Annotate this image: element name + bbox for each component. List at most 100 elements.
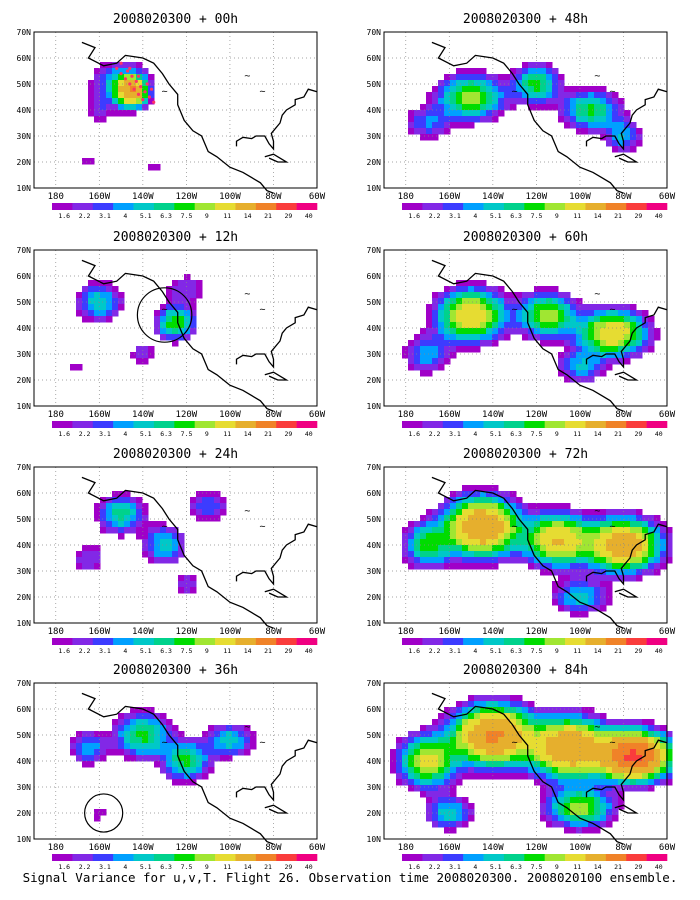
heatmap-cell: [600, 539, 607, 546]
heatmap-cell: [606, 533, 613, 540]
heatmap-cell: [438, 821, 445, 828]
lon-tick-label: 60W: [309, 843, 326, 853]
heatmap-cell: [76, 364, 83, 371]
heatmap-cell: [522, 328, 529, 335]
heatmap-cell: [106, 737, 113, 744]
colorbar-label: 2.2: [79, 212, 91, 220]
colorbar-label: 6.3: [510, 430, 522, 438]
heatmap-cell: [480, 310, 487, 317]
heatmap-cell: [420, 334, 427, 341]
heatmap-cell: [172, 737, 179, 744]
heatmap-cell: [444, 358, 451, 365]
heatmap-cell: [468, 737, 475, 744]
heatmap-cell: [142, 515, 149, 522]
heatmap-cell: [534, 557, 541, 564]
heatmap-cell: [498, 749, 505, 756]
heatmap-cell: [112, 62, 119, 69]
heatmap-cell: [136, 749, 143, 756]
heatmap-cell: [648, 346, 655, 353]
heatmap-cell: [468, 515, 475, 522]
heatmap-cell: [100, 68, 107, 75]
heatmap-cell: [618, 304, 625, 311]
heatmap-cell: [606, 551, 613, 558]
heatmap-cell: [88, 110, 95, 117]
heatmap-cell: [486, 545, 493, 552]
heatmap-cell: [600, 719, 607, 726]
heatmap-cell: [510, 491, 517, 498]
heatmap-cell: [570, 761, 577, 768]
colorbar-swatch: [605, 638, 627, 645]
heatmap-cell: [612, 527, 619, 534]
heatmap-cell: [486, 755, 493, 762]
heatmap-cell: [522, 62, 529, 69]
heatmap-cell: [100, 316, 107, 323]
heatmap-cell: [402, 545, 409, 552]
coastline: [614, 371, 639, 381]
heatmap-cell: [214, 755, 221, 762]
heatmap-cell: [178, 539, 185, 546]
heatmap-cell: [600, 599, 607, 606]
heatmap-cell: [648, 322, 655, 329]
heatmap-cell: [636, 773, 643, 780]
heatmap-cell: [570, 310, 577, 317]
heatmap-cell: [450, 797, 457, 804]
heatmap-cell: [88, 80, 95, 87]
heatmap-cell: [576, 533, 583, 540]
heatmap-cell: [540, 545, 547, 552]
heatmap-cell: [564, 86, 571, 93]
heatmap-cell: [444, 791, 451, 798]
heatmap-cell: [660, 773, 667, 780]
heatmap-cell: [588, 92, 595, 99]
heatmap-cell: [408, 749, 415, 756]
heatmap-cell: [88, 737, 95, 744]
heatmap-cell: [100, 749, 107, 756]
heatmap-cell: [540, 737, 547, 744]
heatmap-cell: [456, 761, 463, 768]
colorbar-swatch: [113, 854, 134, 861]
heatmap-cell: [468, 104, 475, 111]
colorbar-swatch: [463, 203, 484, 210]
heatmap-cell: [118, 92, 125, 99]
heatmap-cell: [570, 98, 577, 105]
heatmap-cell: [118, 298, 125, 305]
heatmap-cell: [492, 334, 499, 341]
heatmap-cell: [576, 605, 583, 612]
heatmap-cell: [480, 292, 487, 299]
heatmap-cell: [160, 737, 167, 744]
heatmap-cell: [612, 743, 619, 750]
heatmap-cell: [118, 110, 125, 117]
heatmap-cell: [450, 707, 457, 714]
heatmap-cell: [166, 551, 173, 558]
heatmap-cell: [570, 815, 577, 822]
heatmap-cell: [166, 755, 173, 762]
heatmap-cell: [618, 146, 625, 153]
heatmap-cell: [612, 310, 619, 317]
heatmap-cell: [76, 743, 83, 750]
lon-tick-label: 140W: [482, 410, 504, 420]
heatmap-cell: [456, 773, 463, 780]
heatmap-cell: [630, 509, 637, 516]
heatmap-cell: [112, 98, 119, 105]
heatmap-cell: [76, 731, 83, 738]
colorbar-label: 29: [635, 647, 643, 655]
heatmap-cell: [94, 280, 101, 287]
lon-tick-label: 60W: [659, 627, 676, 637]
heatmap-cell: [582, 128, 589, 135]
heatmap-cell: [588, 310, 595, 317]
heatmap-cell: [426, 334, 433, 341]
heatmap-cell: [112, 310, 119, 317]
heatmap-cell: [486, 743, 493, 750]
heatmap-cell: [420, 521, 427, 528]
heatmap-cell: [136, 497, 143, 504]
heatmap-cell: [624, 563, 631, 570]
heatmap-cell: [184, 773, 191, 780]
heatmap-cell: [570, 304, 577, 311]
heatmap-cell: [232, 731, 239, 738]
heatmap-cell: [474, 98, 481, 105]
coastline: [614, 588, 639, 598]
heatmap-cell: [106, 304, 113, 311]
heatmap-cell: [142, 743, 149, 750]
heatmap-cell: [570, 737, 577, 744]
heatmap-cell: [82, 298, 89, 305]
heatmap-cell: [594, 304, 601, 311]
